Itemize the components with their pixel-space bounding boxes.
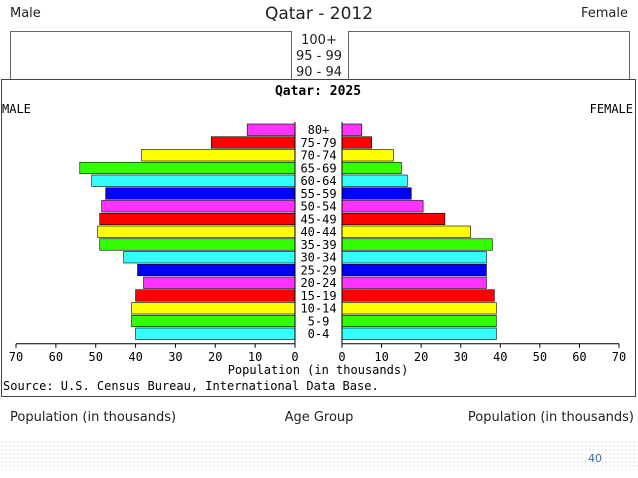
male-label: MALE bbox=[2, 102, 31, 116]
slide-title: Qatar - 2012 bbox=[264, 4, 374, 24]
male-bar bbox=[246, 123, 296, 136]
female-x-tick-label: 0 bbox=[338, 350, 345, 364]
female-bar bbox=[341, 136, 372, 149]
footer-left-axis-label: Population (in thousands) bbox=[10, 410, 177, 425]
male-bar bbox=[135, 289, 296, 302]
female-bar bbox=[341, 302, 497, 315]
age-group-tick-label: 10-14 bbox=[300, 302, 336, 316]
population-pyramid-chart: Qatar: 2025 MALE FEMALE 80+ 75-79 70-74 65-… bbox=[1, 79, 636, 397]
bars-group: 80+75-7970-7465-6960-6455-5950-5445-4940… bbox=[79, 123, 497, 341]
source-note: Source: U.S. Census Bureau, Internationa… bbox=[3, 379, 379, 393]
age-group-tick-label: 25-29 bbox=[300, 263, 336, 277]
age-group-label: 95 - 99 bbox=[295, 49, 343, 64]
male-bar bbox=[97, 225, 296, 238]
age-group-tick-label: 70-74 bbox=[300, 149, 336, 163]
male-x-tick-label: 50 bbox=[88, 350, 102, 364]
male-x-tick-label: 0 bbox=[291, 350, 298, 364]
female-bar bbox=[341, 200, 424, 213]
decorative-dot-band bbox=[0, 440, 638, 470]
female-bar bbox=[341, 187, 412, 200]
age-group-column: 100+ 95 - 99 90 - 94 bbox=[292, 33, 346, 81]
male-x-tick-label: 10 bbox=[248, 350, 262, 364]
age-group-tick-label: 0-4 bbox=[308, 327, 330, 341]
male-bar bbox=[137, 263, 296, 277]
female-bar bbox=[341, 212, 446, 226]
female-bar bbox=[341, 238, 493, 251]
male-bar bbox=[131, 314, 296, 328]
male-x-tick-label: 70 bbox=[9, 350, 23, 364]
female-x-tick-label: 20 bbox=[414, 350, 428, 364]
male-bar bbox=[91, 174, 296, 187]
male-x-tick-label: 60 bbox=[49, 350, 63, 364]
male-bar bbox=[143, 276, 296, 289]
male-bar bbox=[101, 200, 296, 213]
male-bar bbox=[79, 161, 296, 175]
female-bar bbox=[341, 251, 487, 264]
age-group-tick-label: 30-34 bbox=[300, 251, 336, 265]
age-group-tick-label: 20-24 bbox=[300, 276, 336, 290]
age-group-tick-label: 80+ bbox=[308, 123, 330, 137]
male-bar bbox=[99, 212, 296, 226]
chart-title: Qatar: 2025 bbox=[275, 84, 361, 99]
male-bar bbox=[135, 327, 296, 340]
female-x-tick-label: 60 bbox=[572, 350, 586, 364]
female-label: FEMALE bbox=[590, 102, 633, 116]
age-group-tick-label: 65-69 bbox=[300, 161, 336, 175]
axes-group: 70 60 50 40 30 20 10 0 0 10 20 30 40 50 60 70 bbox=[9, 122, 626, 364]
female-x-tick-label: 50 bbox=[533, 350, 547, 364]
page-number: 40 bbox=[588, 452, 602, 465]
female-header: Female bbox=[580, 6, 628, 21]
female-bar bbox=[341, 149, 394, 162]
chart-canvas: Qatar: 2025 MALE FEMALE 80+75-7970-7465-… bbox=[2, 84, 633, 393]
footer-age-group-label: Age Group bbox=[284, 410, 354, 425]
age-group-tick-label: 15-19 bbox=[300, 289, 336, 303]
female-bar bbox=[341, 314, 497, 328]
female-bar bbox=[341, 263, 487, 277]
age-group-tick-label: 50-54 bbox=[300, 200, 336, 214]
female-bar bbox=[341, 123, 363, 136]
female-x-tick-label: 40 bbox=[493, 350, 507, 364]
age-group-label: 90 - 94 bbox=[295, 65, 343, 80]
age-group-label: 100+ bbox=[301, 33, 337, 48]
female-bar bbox=[341, 289, 495, 302]
male-bar bbox=[105, 187, 296, 200]
age-group-tick-label: 5-9 bbox=[308, 314, 330, 328]
male-bar bbox=[99, 238, 296, 251]
female-bar bbox=[341, 276, 487, 289]
male-bar bbox=[131, 302, 296, 315]
male-bar bbox=[211, 136, 296, 149]
female-bar bbox=[341, 225, 471, 238]
female-bar bbox=[341, 174, 408, 187]
age-group-tick-label: 75-79 bbox=[300, 136, 336, 150]
age-group-tick-label: 55-59 bbox=[300, 187, 336, 201]
male-x-tick-label: 30 bbox=[168, 350, 182, 364]
female-panel bbox=[348, 31, 630, 92]
male-x-tick-label: 40 bbox=[128, 350, 142, 364]
footer-right-axis-label: Population (in thousands) bbox=[467, 410, 634, 425]
female-x-tick-label: 10 bbox=[374, 350, 388, 364]
age-group-tick-label: 40-44 bbox=[300, 225, 336, 239]
age-group-tick-label: 35-39 bbox=[300, 238, 336, 252]
female-x-tick-label: 70 bbox=[612, 350, 626, 364]
age-group-tick-label: 45-49 bbox=[300, 212, 336, 226]
male-panel bbox=[10, 31, 292, 92]
female-bar bbox=[341, 161, 402, 175]
age-group-tick-label: 60-64 bbox=[300, 174, 336, 188]
male-bar bbox=[123, 251, 296, 264]
female-bar bbox=[341, 327, 497, 340]
x-axis-label: Population (in thousands) bbox=[228, 363, 409, 377]
male-bar bbox=[141, 149, 296, 162]
female-x-tick-label: 30 bbox=[453, 350, 467, 364]
male-x-tick-label: 20 bbox=[208, 350, 222, 364]
male-header: Male bbox=[10, 6, 41, 21]
